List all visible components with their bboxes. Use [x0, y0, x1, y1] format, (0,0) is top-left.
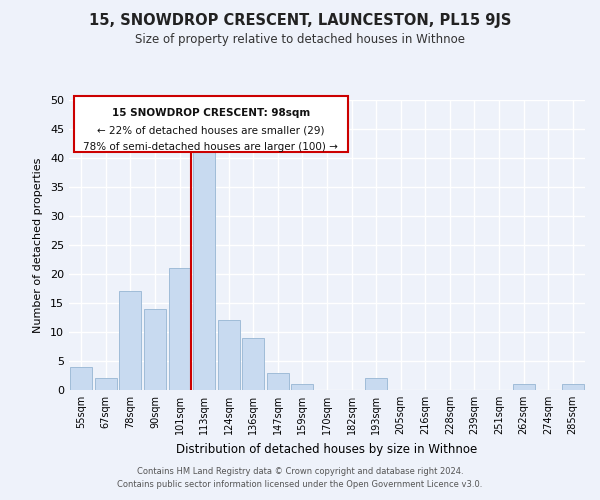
- Text: Contains public sector information licensed under the Open Government Licence v3: Contains public sector information licen…: [118, 480, 482, 489]
- Bar: [74, 96, 347, 152]
- Text: 15 SNOWDROP CRESCENT: 98sqm: 15 SNOWDROP CRESCENT: 98sqm: [112, 108, 310, 118]
- Bar: [193, 152, 215, 390]
- Bar: [292, 384, 313, 390]
- Bar: [144, 309, 166, 390]
- Bar: [365, 378, 387, 390]
- Bar: [218, 320, 240, 390]
- Bar: [70, 367, 92, 390]
- Text: ← 22% of detached houses are smaller (29): ← 22% of detached houses are smaller (29…: [97, 125, 325, 135]
- Text: Contains HM Land Registry data © Crown copyright and database right 2024.: Contains HM Land Registry data © Crown c…: [137, 467, 463, 476]
- Bar: [512, 384, 535, 390]
- Text: 15, SNOWDROP CRESCENT, LAUNCESTON, PL15 9JS: 15, SNOWDROP CRESCENT, LAUNCESTON, PL15 …: [89, 12, 511, 28]
- Bar: [95, 378, 117, 390]
- X-axis label: Distribution of detached houses by size in Withnoe: Distribution of detached houses by size …: [176, 442, 478, 456]
- Text: 78% of semi-detached houses are larger (100) →: 78% of semi-detached houses are larger (…: [83, 142, 338, 152]
- Text: Size of property relative to detached houses in Withnoe: Size of property relative to detached ho…: [135, 32, 465, 46]
- Bar: [119, 292, 142, 390]
- Y-axis label: Number of detached properties: Number of detached properties: [33, 158, 43, 332]
- Bar: [562, 384, 584, 390]
- Bar: [242, 338, 265, 390]
- Bar: [169, 268, 191, 390]
- Bar: [267, 372, 289, 390]
